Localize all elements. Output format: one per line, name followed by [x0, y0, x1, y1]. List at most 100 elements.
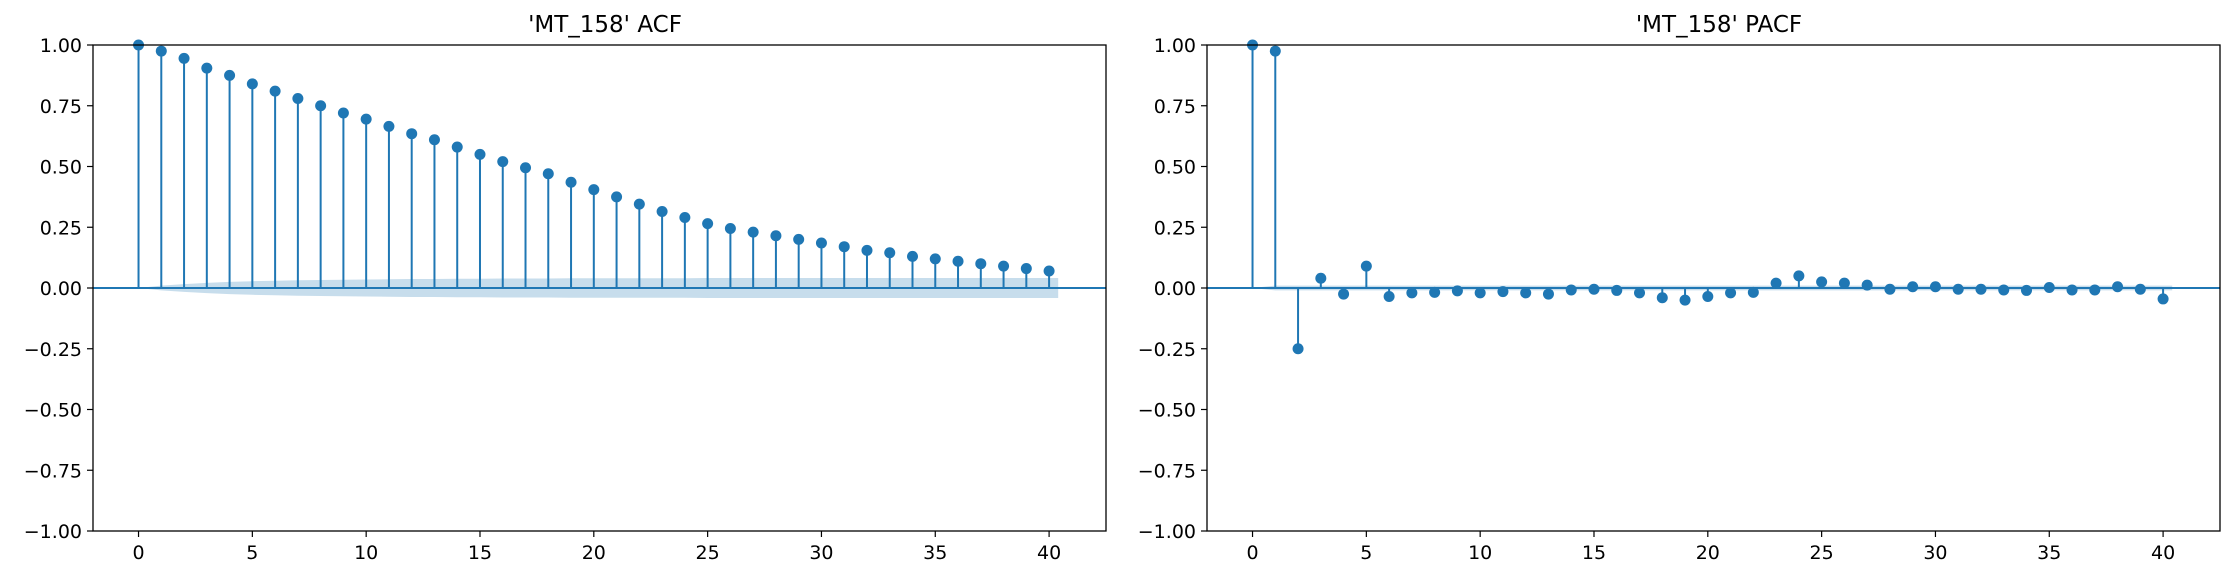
- pacf-y-ticks: 1.00 0.75 0.50 0.25 0.00 −0.25 −0.50 −0.75 −1.00: [1138, 35, 1207, 543]
- pacf-marker: [1520, 287, 1532, 299]
- acf-marker: [952, 255, 964, 267]
- acf-marker: [861, 244, 873, 256]
- acf-y-ticks: 1.00 0.75 0.50 0.25 0.00 −0.25 −0.50 −0.75 −1.00: [24, 35, 93, 543]
- acf-marker: [201, 62, 213, 74]
- acf-y-tick-label: 0.75: [40, 96, 82, 118]
- acf-x-tick-label: 5: [246, 542, 258, 564]
- pacf-x-tick-label: 25: [1810, 542, 1834, 564]
- pacf-axes-frame: [1206, 44, 2221, 532]
- pacf-markers-layer: [1247, 39, 2169, 355]
- pacf-x-ticks: 0 5 10 15 20 25 30 35 40: [1246, 531, 2175, 564]
- pacf-marker: [1634, 287, 1646, 299]
- acf-y-tick-label: 1.00: [40, 35, 82, 57]
- acf-chart-title: 'MT_158' ACF: [528, 12, 682, 38]
- acf-marker: [292, 92, 304, 104]
- acf-marker: [633, 198, 645, 210]
- acf-marker: [656, 205, 668, 217]
- pacf-marker: [1406, 287, 1418, 299]
- pacf-marker: [1952, 283, 1964, 295]
- pacf-chart-title: 'MT_158' PACF: [1636, 12, 1802, 38]
- pacf-x-tick-label: 20: [1696, 542, 1720, 564]
- acf-chart: 'MT_158' ACF 0 5 10 15 20 25 30 35 40 1.00 0.75 0.…: [24, 12, 1107, 564]
- pacf-y-tick-label: 0.50: [1154, 157, 1196, 179]
- pacf-marker: [1656, 292, 1668, 304]
- pacf-marker: [2134, 283, 2146, 295]
- pacf-marker: [1884, 283, 1896, 295]
- pacf-y-tick-label: 0.00: [1154, 278, 1196, 300]
- pacf-marker: [1861, 279, 1873, 291]
- acf-marker: [383, 120, 395, 132]
- acf-x-tick-label: 35: [923, 542, 947, 564]
- pacf-marker: [1474, 287, 1486, 299]
- pacf-marker: [1338, 288, 1350, 300]
- acf-marker: [224, 69, 236, 81]
- pacf-y-tick-label: 0.25: [1154, 217, 1196, 239]
- acf-x-tick-label: 25: [696, 542, 720, 564]
- acf-marker: [815, 237, 827, 249]
- acf-marker: [998, 260, 1010, 272]
- pacf-marker: [1429, 286, 1441, 298]
- pacf-x-tick-label: 10: [1468, 542, 1492, 564]
- acf-marker: [246, 78, 258, 90]
- acf-marker: [542, 168, 554, 180]
- acf-y-tick-label: −0.75: [24, 460, 82, 482]
- acf-marker: [178, 52, 190, 64]
- acf-markers-layer: [133, 39, 1055, 277]
- pacf-marker: [1838, 277, 1850, 289]
- pacf-marker: [1269, 45, 1281, 57]
- pacf-y-tick-label: −1.00: [1138, 521, 1196, 543]
- pacf-marker: [2089, 284, 2101, 296]
- pacf-marker: [2043, 282, 2055, 294]
- acf-marker: [793, 233, 805, 245]
- pacf-x-tick-label: 5: [1360, 542, 1372, 564]
- pacf-marker: [1770, 277, 1782, 289]
- pacf-x-tick-label: 15: [1582, 542, 1606, 564]
- acf-marker: [611, 191, 623, 203]
- acf-marker: [1043, 265, 1055, 277]
- pacf-marker: [1315, 272, 1327, 284]
- acf-y-tick-label: 0.25: [40, 217, 82, 239]
- pacf-marker: [1679, 294, 1691, 306]
- pacf-marker: [1907, 281, 1919, 293]
- pacf-marker: [1360, 260, 1372, 272]
- pacf-y-tick-label: 1.00: [1154, 35, 1196, 57]
- pacf-y-tick-label: −0.75: [1138, 460, 1196, 482]
- acf-marker: [474, 148, 486, 160]
- acf-marker: [724, 222, 736, 234]
- pacf-x-tick-label: 35: [2037, 542, 2061, 564]
- acf-marker: [1020, 263, 1032, 275]
- pacf-marker: [1383, 291, 1395, 303]
- acf-axes-frame: [92, 44, 1107, 532]
- acf-x-tick-label: 20: [582, 542, 606, 564]
- pacf-marker: [1542, 288, 1554, 300]
- pacf-marker: [1292, 343, 1304, 355]
- acf-x-tick-label: 30: [809, 542, 833, 564]
- acf-marker: [770, 230, 782, 242]
- pacf-marker: [1588, 283, 1600, 295]
- pacf-marker: [2066, 284, 2078, 296]
- acf-marker: [406, 128, 418, 140]
- pacf-marker: [1975, 283, 1987, 295]
- acf-marker: [747, 226, 759, 238]
- pacf-chart: 'MT_158' PACF 0 5 10 15 20 25 30 35 40 1.00 0.75 0…: [1138, 12, 2221, 564]
- acf-x-tick-label: 0: [132, 542, 144, 564]
- pacf-marker: [2021, 284, 2033, 296]
- acf-marker: [702, 218, 714, 230]
- acf-marker: [428, 134, 440, 146]
- pacf-y-tick-label: −0.50: [1138, 400, 1196, 422]
- acf-marker: [155, 45, 167, 57]
- acf-marker: [679, 212, 691, 224]
- pacf-marker: [1702, 291, 1714, 303]
- acf-marker: [315, 100, 327, 112]
- acf-x-ticks: 0 5 10 15 20 25 30 35 40: [132, 531, 1061, 564]
- acf-y-tick-label: −0.25: [24, 339, 82, 361]
- pacf-x-tick-label: 40: [2151, 542, 2175, 564]
- pacf-marker: [2112, 281, 2124, 293]
- acf-marker: [497, 156, 509, 168]
- acf-marker: [337, 107, 349, 119]
- pacf-y-tick-label: 0.75: [1154, 96, 1196, 118]
- acf-x-tick-label: 40: [1037, 542, 1061, 564]
- acf-marker: [907, 250, 919, 262]
